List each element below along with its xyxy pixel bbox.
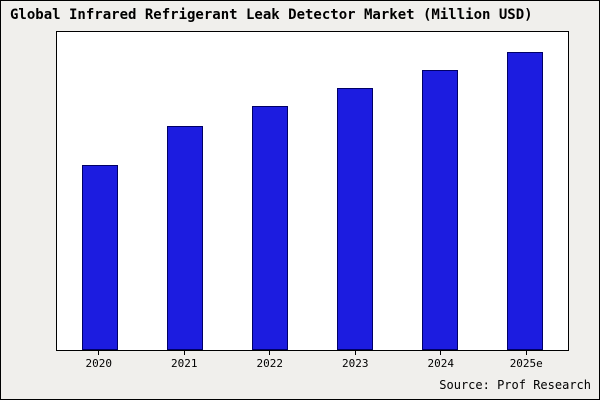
bar-2023	[337, 88, 374, 350]
x-tick-2022: 2022	[248, 351, 292, 370]
tick-mark	[525, 351, 527, 355]
bar-2020	[81, 165, 118, 350]
tick-mark	[269, 351, 271, 355]
x-tick-2020: 2020	[77, 351, 121, 370]
tick-mark	[440, 351, 442, 355]
x-axis-label: 2024	[427, 357, 455, 370]
tick-mark	[98, 351, 100, 355]
x-tick-2025e: 2025e	[504, 351, 548, 370]
bar-2022	[251, 106, 288, 350]
chart-title: Global Infrared Refrigerant Leak Detecto…	[10, 7, 533, 23]
source-note: Source: Prof Research	[439, 378, 591, 392]
x-tick-2023: 2023	[333, 351, 377, 370]
x-axis-label: 2025e	[509, 357, 543, 370]
x-axis-labels: 2020 2021 2022 2023 2024 2025e	[56, 351, 569, 370]
bar-2021	[166, 126, 203, 350]
x-axis-label: 2022	[256, 357, 284, 370]
x-axis-label: 2020	[85, 357, 113, 370]
x-tick-2021: 2021	[162, 351, 206, 370]
tick-mark	[183, 351, 185, 355]
tick-mark	[354, 351, 356, 355]
x-tick-2024: 2024	[419, 351, 463, 370]
x-axis-label: 2023	[342, 357, 369, 370]
plot-area	[56, 31, 569, 351]
bar-2024	[422, 70, 459, 350]
bar-2025e	[507, 52, 544, 350]
x-axis-label: 2021	[171, 357, 198, 370]
